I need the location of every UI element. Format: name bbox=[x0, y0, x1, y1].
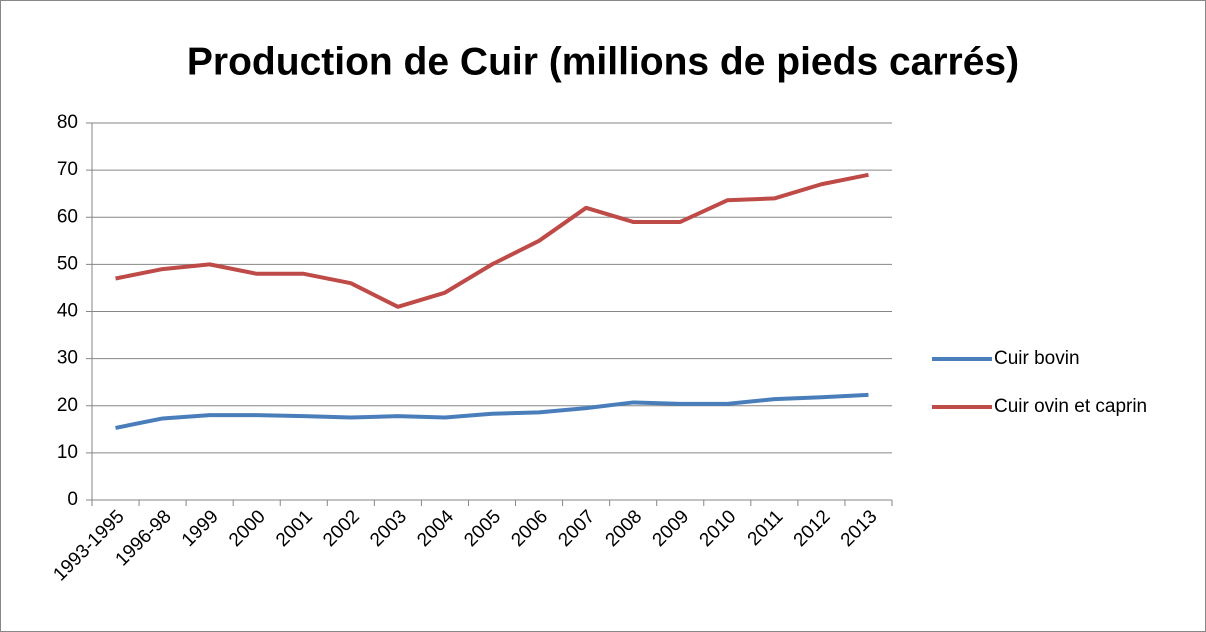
legend-label: Cuir bovin bbox=[994, 348, 1080, 369]
y-tick-label: 70 bbox=[57, 159, 78, 180]
legend-label: Cuir ovin et caprin bbox=[994, 396, 1147, 417]
y-tick-label: 80 bbox=[57, 112, 78, 133]
y-tick-label: 40 bbox=[57, 301, 78, 322]
y-tick-label: 30 bbox=[57, 348, 78, 369]
y-tick-label: 60 bbox=[57, 206, 78, 227]
y-tick-label: 20 bbox=[57, 395, 78, 416]
chart-title: Production de Cuir (millions de pieds ca… bbox=[187, 40, 1019, 83]
series-line bbox=[115, 172, 869, 309]
series-line bbox=[115, 392, 869, 430]
y-tick-label: 50 bbox=[57, 253, 78, 274]
y-tick-label: 0 bbox=[67, 489, 78, 510]
y-tick-label: 10 bbox=[57, 442, 78, 463]
